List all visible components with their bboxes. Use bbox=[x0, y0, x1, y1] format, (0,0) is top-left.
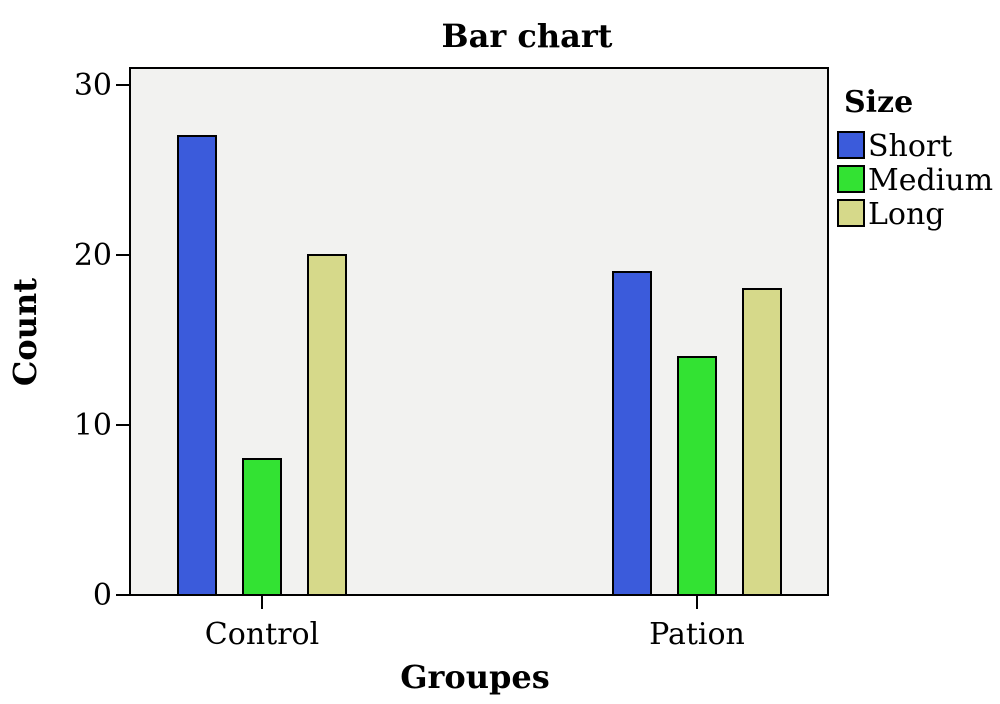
bar-short-pation bbox=[612, 271, 652, 596]
bar-long-control bbox=[307, 254, 347, 596]
y-axis: 0 10 20 30 bbox=[74, 68, 130, 613]
y-tick-label: 30 bbox=[74, 68, 112, 103]
legend-title: Size bbox=[844, 85, 913, 120]
legend-label-short: Short bbox=[868, 129, 952, 164]
y-tick-label: 0 bbox=[93, 578, 112, 613]
bars-group bbox=[177, 135, 782, 596]
legend-label-long: Long bbox=[868, 197, 945, 232]
y-tick-label: 20 bbox=[74, 238, 112, 273]
legend-swatch-short bbox=[837, 131, 865, 159]
chart-title: Bar chart bbox=[442, 17, 613, 55]
bar-short-control bbox=[177, 135, 217, 596]
bar-medium-pation bbox=[677, 356, 717, 596]
x-axis: Control Pation bbox=[205, 595, 745, 652]
x-axis-label: Groupes bbox=[400, 658, 550, 696]
legend-swatch-medium bbox=[837, 165, 865, 193]
y-axis-label: Count bbox=[6, 278, 44, 386]
plot-area bbox=[129, 67, 829, 596]
legend-swatch-long bbox=[837, 199, 865, 227]
bar-medium-control bbox=[242, 458, 282, 596]
bar-long-pation bbox=[742, 288, 782, 596]
legend-label-medium: Medium bbox=[868, 163, 993, 198]
x-tick-label: Pation bbox=[649, 617, 745, 652]
y-tick-label: 10 bbox=[74, 408, 112, 443]
x-tick-label: Control bbox=[205, 617, 319, 652]
